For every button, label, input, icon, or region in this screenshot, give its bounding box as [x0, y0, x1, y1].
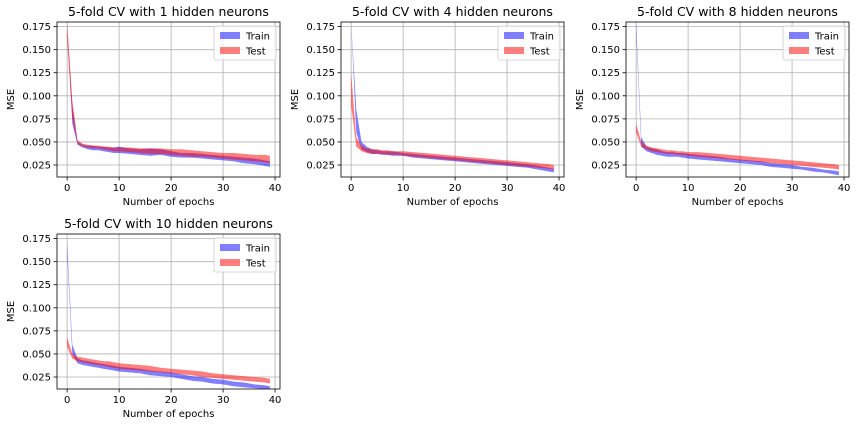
x-tick-label: 30: [217, 395, 230, 406]
y-tick-label: 0.050: [22, 349, 51, 360]
chart-title: 5-fold CV with 10 hidden neurons: [64, 216, 273, 231]
y-tick-label: 0.150: [22, 257, 51, 268]
subplot-1: 0 10 20 30 40 0.025 0.050 0.075 0.100 0.125 0.150 0…: [6, 4, 281, 208]
y-tick-label: 0.050: [306, 137, 335, 148]
y-tick-label: 0.075: [22, 326, 51, 337]
axes-frame: [56, 21, 281, 178]
legend: Train Test: [213, 25, 277, 61]
legend: Train Test: [497, 25, 561, 61]
x-axis-label: Number of epochs: [407, 197, 499, 208]
x-axis-label: Number of epochs: [692, 197, 784, 208]
y-tick-label: 0.175: [591, 22, 620, 33]
y-tick-label: 0.025: [306, 161, 335, 172]
y-tick-label: 0.050: [22, 137, 51, 148]
y-axis-label: MSE: [6, 89, 17, 110]
axes-frame: [625, 21, 850, 178]
y-tick-label: 0.125: [22, 280, 51, 291]
legend-label-test: Test: [245, 259, 266, 270]
legend-label-train: Train: [814, 32, 839, 43]
y-tick-label: 0.100: [591, 91, 620, 102]
y-tick-label: 0.125: [306, 68, 335, 79]
legend-swatch-test: [789, 47, 809, 54]
x-tick-label: 30: [217, 183, 230, 194]
legend-swatch-test: [220, 47, 240, 54]
x-tick-label: 40: [838, 183, 851, 194]
legend: Train Test: [782, 25, 846, 61]
axes-frame: [340, 21, 565, 178]
legend-swatch-train: [220, 244, 240, 251]
series-band-test: [67, 337, 270, 384]
y-axis-label: MSE: [6, 301, 17, 322]
legend-label-train: Train: [529, 32, 554, 43]
legend-swatch-train: [504, 32, 524, 39]
y-tick-label: 0.150: [306, 45, 335, 56]
y-tick-label: 0.150: [22, 45, 51, 56]
y-tick-label: 0.100: [22, 91, 51, 102]
x-tick-label: 10: [397, 183, 410, 194]
x-tick-label: 20: [165, 395, 178, 406]
x-tick-label: 30: [501, 183, 514, 194]
x-tick-label: 0: [633, 183, 639, 194]
axes-frame: [56, 233, 281, 390]
chart-title: 5-fold CV with 4 hidden neurons: [352, 4, 553, 19]
legend-swatch-train: [789, 32, 809, 39]
y-axis-label: MSE: [575, 89, 586, 110]
x-tick-label: 10: [113, 395, 126, 406]
y-tick-label: 0.075: [22, 114, 51, 125]
x-tick-label: 0: [64, 183, 70, 194]
chart-title: 5-fold CV with 1 hidden neurons: [68, 4, 269, 19]
legend-label-train: Train: [245, 32, 270, 43]
y-tick-label: 0.050: [591, 137, 620, 148]
y-tick-label: 0.100: [22, 303, 51, 314]
legend-swatch-train: [220, 32, 240, 39]
x-axis-label: Number of epochs: [123, 409, 215, 420]
legend-label-train: Train: [245, 244, 270, 255]
subplot-3: 0 10 20 30 40 0.025 0.050 0.075 0.100 0.125 0.150 0…: [575, 4, 850, 208]
y-axis-label: MSE: [290, 89, 301, 110]
x-tick-label: 30: [786, 183, 799, 194]
legend-swatch-test: [504, 47, 524, 54]
x-tick-label: 40: [553, 183, 566, 194]
x-tick-label: 40: [269, 395, 282, 406]
x-axis-label: Number of epochs: [123, 197, 215, 208]
y-tick-label: 0.075: [306, 114, 335, 125]
x-tick-label: 10: [113, 183, 126, 194]
y-tick-label: 0.175: [22, 22, 51, 33]
legend-label-test: Test: [814, 47, 835, 58]
x-tick-label: 0: [64, 395, 70, 406]
y-tick-label: 0.125: [22, 68, 51, 79]
x-tick-label: 20: [165, 183, 178, 194]
legend-label-test: Test: [529, 47, 550, 58]
chart-title: 5-fold CV with 8 hidden neurons: [637, 4, 838, 19]
y-tick-label: 0.025: [591, 161, 620, 172]
legend-swatch-test: [220, 259, 240, 266]
x-tick-label: 10: [682, 183, 695, 194]
subplot-4: 0 10 20 30 40 0.025 0.050 0.075 0.100 0.125 0.150 0…: [6, 216, 281, 420]
y-tick-label: 0.175: [22, 234, 51, 245]
x-tick-label: 40: [269, 183, 282, 194]
y-tick-label: 0.025: [22, 161, 51, 172]
legend-label-test: Test: [245, 47, 266, 58]
series-band-test: [636, 123, 839, 170]
y-tick-label: 0.150: [591, 45, 620, 56]
x-tick-label: 0: [348, 183, 354, 194]
y-tick-label: 0.025: [22, 373, 51, 384]
series-band-test: [351, 72, 554, 170]
y-tick-label: 0.075: [591, 114, 620, 125]
x-tick-label: 20: [449, 183, 462, 194]
y-tick-label: 0.125: [591, 68, 620, 79]
y-tick-label: 0.100: [306, 91, 335, 102]
subplot-2: 0 10 20 30 40 0.025 0.050 0.075 0.100 0.125 0.150 0…: [290, 4, 565, 208]
legend: Train Test: [213, 237, 277, 273]
y-tick-label: 0.175: [306, 22, 335, 33]
x-tick-label: 20: [734, 183, 747, 194]
